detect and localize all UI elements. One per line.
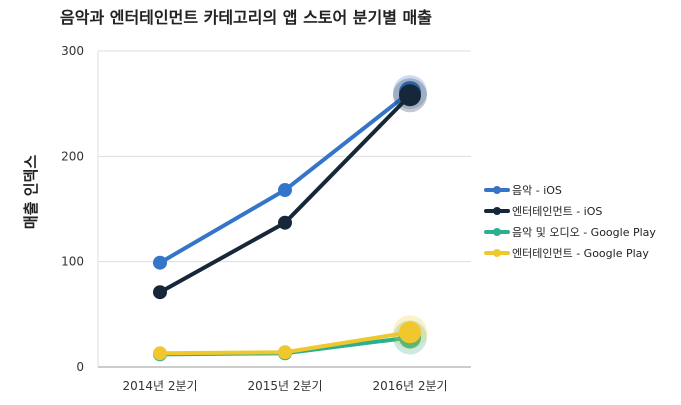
x-axis-ticks: 2014년 2분기 2015년 2분기 2016년 2분기 [122, 379, 447, 393]
data-point[interactable] [399, 84, 421, 107]
legend-swatch-dot [493, 207, 501, 215]
y-tick-label: 0 [76, 360, 84, 374]
legend-swatch-dot [493, 228, 501, 236]
legend-label: 엔터테인먼트 - iOS [512, 205, 602, 218]
y-axis-label: 매출 인덱스 [22, 155, 40, 229]
legend: 음악 - iOS 엔터테인먼트 - iOS 음악 및 오디오 - Google Pl… [484, 184, 656, 260]
legend-item: 음악 및 오디오 - Google Play [484, 226, 656, 239]
data-point[interactable] [278, 345, 292, 360]
legend-item: 엔터테인먼트 - Google Play [484, 247, 649, 260]
legend-label: 엔터테인먼트 - Google Play [512, 247, 649, 260]
data-point[interactable] [399, 321, 421, 344]
y-tick-label: 300 [61, 44, 84, 58]
legend-item: 음악 - iOS [484, 184, 562, 197]
y-axis-ticks: 0 100 200 300 [61, 44, 84, 374]
chart-title: 음악과 엔터테인먼트 카테고리의 앱 스토어 분기별 매출 [60, 8, 432, 27]
y-tick-label: 100 [61, 255, 84, 269]
x-tick-label: 2014년 2분기 [122, 379, 197, 393]
legend-swatch-dot [493, 249, 501, 257]
data-point[interactable] [153, 346, 167, 361]
legend-label: 음악 및 오디오 - Google Play [512, 226, 656, 239]
series-3 [153, 315, 427, 361]
x-tick-label: 2015년 2분기 [247, 379, 322, 393]
data-point[interactable] [278, 215, 292, 230]
series-0 [153, 75, 427, 270]
data-point[interactable] [153, 285, 167, 300]
series-group [153, 75, 427, 362]
x-tick-label: 2016년 2분기 [372, 379, 447, 393]
legend-swatch-dot [493, 186, 501, 194]
series-1 [153, 78, 427, 300]
data-point[interactable] [153, 255, 167, 270]
legend-label: 음악 - iOS [512, 184, 562, 197]
legend-item: 엔터테인먼트 - iOS [484, 205, 602, 218]
data-point[interactable] [278, 183, 292, 198]
series-line [158, 90, 412, 265]
y-tick-label: 200 [61, 149, 84, 163]
